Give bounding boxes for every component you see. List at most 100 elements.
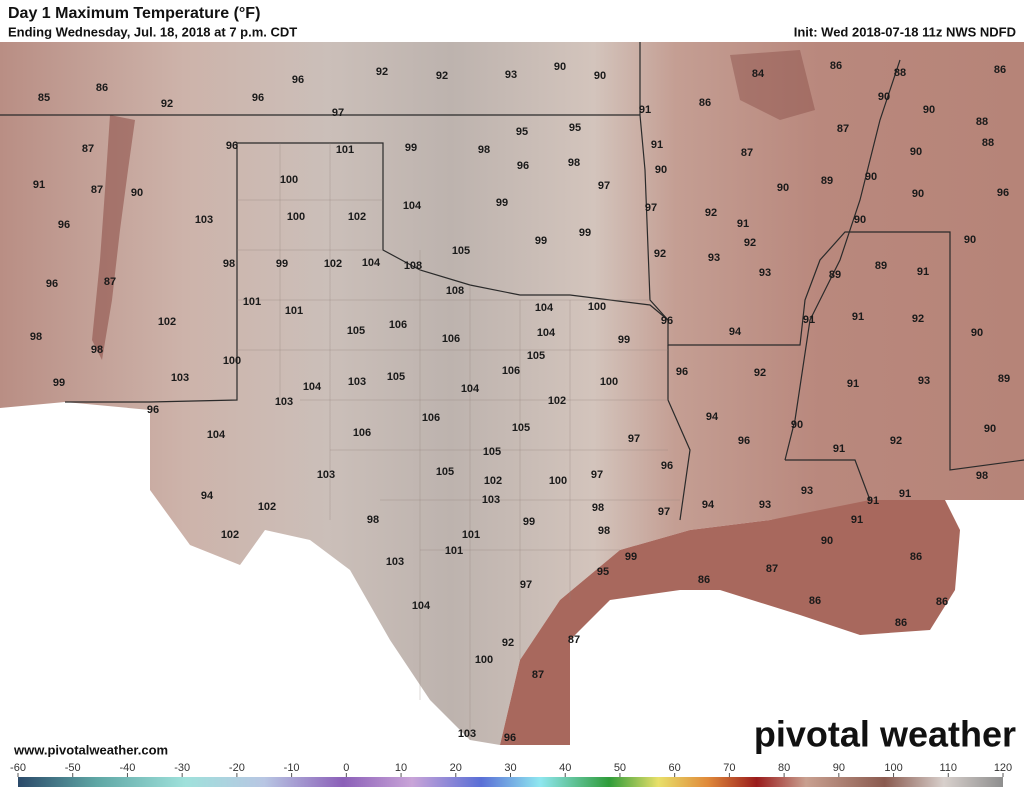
colorbar-tick-label: -10 [284, 762, 300, 774]
temperature-label: 90 [777, 182, 789, 194]
temperature-label: 91 [639, 104, 651, 116]
colorbar-tick-label: 60 [669, 762, 681, 774]
temperature-label: 87 [82, 143, 94, 155]
temperature-label: 105 [436, 466, 454, 478]
temperature-label: 103 [275, 396, 293, 408]
colorbar-tick-label: 40 [559, 762, 571, 774]
temperature-label: 98 [478, 144, 490, 156]
temperature-label: 104 [412, 600, 431, 612]
colorbar-tick-label: 90 [833, 762, 845, 774]
borders [0, 42, 1024, 740]
temperature-label: 87 [837, 123, 849, 135]
temperature-label: 90 [923, 104, 935, 116]
temperature-label: 90 [971, 327, 983, 339]
temperature-label: 92 [754, 367, 766, 379]
temperature-label: 90 [854, 214, 866, 226]
temperature-label: 90 [984, 423, 996, 435]
colorbar-tick-label: -60 [10, 762, 26, 774]
temperature-label: 98 [223, 258, 235, 270]
temperature-label: 95 [516, 126, 528, 138]
temperature-label: 98 [976, 470, 988, 482]
temperature-label: 96 [997, 187, 1009, 199]
logo: pivotal weather [754, 714, 1016, 755]
temperature-label: 91 [851, 514, 863, 526]
title: Day 1 Maximum Temperature (°F) [8, 5, 260, 22]
temperature-label: 105 [527, 350, 545, 362]
colorbar-tick-label: 50 [614, 762, 626, 774]
temperature-label: 96 [504, 732, 516, 744]
temperature-label: 86 [830, 60, 842, 72]
temperature-label: 91 [847, 378, 859, 390]
temperature-label: 92 [912, 313, 924, 325]
temperature-label: 96 [226, 140, 238, 152]
temperature-label: 100 [280, 174, 298, 186]
temperature-label: 87 [741, 147, 753, 159]
temperature-label: 90 [910, 146, 922, 158]
temperature-label: 99 [405, 142, 417, 154]
temperature-label: 96 [676, 366, 688, 378]
temperature-label: 104 [207, 429, 226, 441]
temperature-label: 93 [759, 267, 771, 279]
gulf-water [500, 500, 960, 745]
temperature-label: 92 [436, 70, 448, 82]
init-time: Init: Wed 2018-07-18 11z NWS NDFD [794, 24, 1016, 39]
temperature-label: 102 [484, 475, 502, 487]
temperature-label: 102 [548, 395, 566, 407]
temperature-label: 91 [852, 311, 864, 323]
temperature-label: 90 [878, 91, 890, 103]
temperature-label: 91 [803, 314, 815, 326]
temperature-label: 97 [332, 107, 344, 119]
colorbar-tick-label: 70 [723, 762, 735, 774]
temperature-label: 104 [362, 257, 381, 269]
temperature-label: 103 [317, 469, 335, 481]
subtitle: Ending Wednesday, Jul. 18, 2018 at 7 p.m… [8, 24, 297, 39]
temperature-label: 100 [588, 301, 606, 313]
temperature-label: 88 [982, 137, 994, 149]
temperature-label: 104 [461, 383, 480, 395]
temperature-label: 86 [809, 595, 821, 607]
county-lines [237, 143, 680, 740]
temperature-label: 100 [287, 211, 305, 223]
temperature-label: 99 [535, 235, 547, 247]
temperature-label: 93 [708, 252, 720, 264]
temperature-label: 91 [737, 218, 749, 230]
temperature-label: 99 [523, 516, 535, 528]
temperature-label: 90 [655, 164, 667, 176]
temperature-label: 96 [661, 315, 673, 327]
temperature-label: 86 [96, 82, 108, 94]
temperature-label: 105 [452, 245, 470, 257]
temperature-label: 94 [201, 490, 214, 502]
colorbar-ticks: -60 -50 -40 -30 -20 -10 0 10 20 30 40 50 60 70 80 90 100… [10, 762, 1012, 777]
temperature-label: 87 [766, 563, 778, 575]
temperature-label: 90 [554, 61, 566, 73]
temperature-label: 105 [387, 371, 405, 383]
temperature-label: 96 [661, 460, 673, 472]
temperature-label: 106 [389, 319, 407, 331]
land [0, 42, 1024, 745]
temperature-label: 104 [537, 327, 556, 339]
temperature-label: 100 [223, 355, 241, 367]
temperature-label: 100 [600, 376, 618, 388]
temperature-label: 97 [628, 433, 640, 445]
temperature-label: 96 [517, 160, 529, 172]
temperature-label: 96 [58, 219, 70, 231]
temperature-label: 108 [404, 260, 422, 272]
temperature-label: 86 [895, 617, 907, 629]
temperature-label: 104 [535, 302, 554, 314]
temperature-label: 105 [347, 325, 365, 337]
colorbar-tick-label: -40 [119, 762, 135, 774]
temperature-label: 98 [91, 344, 103, 356]
state-border [65, 143, 238, 403]
temperature-label: 92 [744, 237, 756, 249]
temperature-label: 102 [221, 529, 239, 541]
temperature-label: 97 [591, 469, 603, 481]
temperature-label: 99 [579, 227, 591, 239]
temperature-label: 101 [285, 305, 303, 317]
temperature-label: 96 [46, 278, 58, 290]
temperature-label: 91 [833, 443, 845, 455]
colorbar-tick-label: 10 [395, 762, 407, 774]
temperature-label: 87 [104, 276, 116, 288]
website: www.pivotalweather.com [13, 742, 168, 757]
temperature-label: 96 [292, 74, 304, 86]
temperature-label: 108 [446, 285, 464, 297]
